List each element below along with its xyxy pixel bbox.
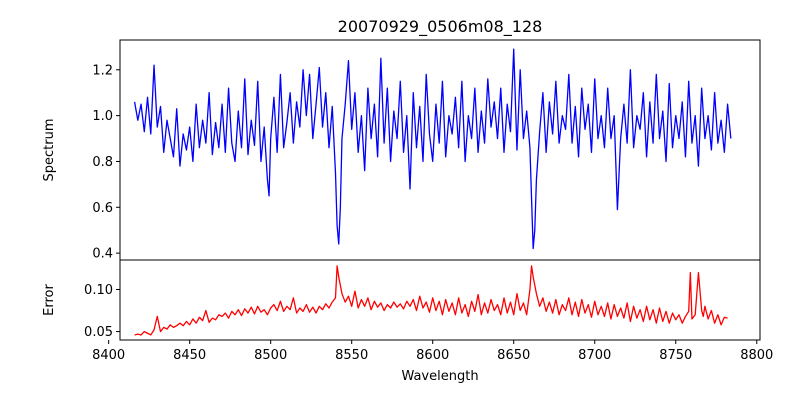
x-tick-label: 8400 xyxy=(92,348,125,363)
error-axes-frame xyxy=(119,259,761,341)
spectrum-y-tick-label: 1.0 xyxy=(92,109,113,124)
x-tick-label: 8450 xyxy=(173,348,206,363)
x-tick-label: 8650 xyxy=(497,348,530,363)
error-series-line xyxy=(134,265,728,336)
spectrum-y-tick-label: 1.2 xyxy=(92,63,113,78)
error-y-tick-label: 0.05 xyxy=(84,325,113,340)
x-tick-label: 8800 xyxy=(740,348,773,363)
x-tick-label: 8550 xyxy=(335,348,368,363)
error-y-axis-label: Error xyxy=(42,284,57,316)
x-axis-label: Wavelength xyxy=(401,369,478,384)
x-tick-label: 8600 xyxy=(416,348,449,363)
spectrum-plot-area xyxy=(133,48,732,250)
error-y-tick-label: 0.10 xyxy=(84,283,113,298)
x-axis: 8400 8450 8500 8550 8600 8650 8700 8750 8800 xyxy=(92,340,773,363)
spectrum-y-axis: 0.4 0.6 0.8 1.0 1.2 xyxy=(92,63,120,262)
spectrum-axes-frame xyxy=(119,39,761,261)
spectrum-series-line xyxy=(133,48,732,250)
error-panel: 0.05 0.10 Error xyxy=(42,259,761,341)
spectrum-y-tick-label: 0.8 xyxy=(92,155,113,170)
x-tick-label: 8500 xyxy=(254,348,287,363)
x-tick-label: 8750 xyxy=(659,348,692,363)
error-y-axis: 0.05 0.10 xyxy=(84,283,120,340)
chart-title: 20070929_0506m08_128 xyxy=(338,17,543,37)
error-plot-area xyxy=(134,265,728,336)
spectrum-y-tick-label: 0.4 xyxy=(92,247,113,262)
spectrum-y-tick-label: 0.6 xyxy=(92,201,113,216)
spectrum-panel: 0.4 0.6 0.8 1.0 1.2 Spectrum xyxy=(42,39,761,262)
spectrum-y-axis-label: Spectrum xyxy=(42,119,57,182)
x-tick-label: 8700 xyxy=(578,348,611,363)
